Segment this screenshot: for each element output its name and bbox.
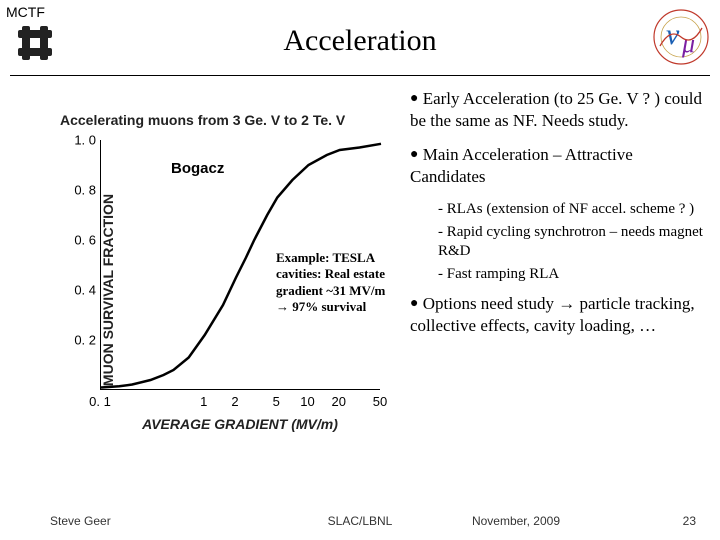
x-tick-label: 5 xyxy=(273,394,280,409)
y-tick-label: 0. 2 xyxy=(66,333,96,348)
x-tick-label: 1 xyxy=(200,394,207,409)
org-label: MCTF xyxy=(6,4,45,20)
bullet-column: ● Early Acceleration (to 25 Ge. V ? ) co… xyxy=(410,88,710,350)
y-tick-label: 0. 8 xyxy=(66,183,96,198)
footer-page: 23 xyxy=(683,514,696,528)
bullet-main-accel: ● Main Acceleration – Attractive Candida… xyxy=(410,144,710,188)
footer-venue: SLAC/LBNL xyxy=(0,514,720,528)
bullet-text: Options need study → particle tracking, … xyxy=(410,294,695,335)
bullet-early-accel: ● Early Acceleration (to 25 Ge. V ? ) co… xyxy=(410,88,710,132)
subbullet-fast-rla: - Fast ramping RLA xyxy=(438,265,710,284)
x-tick-label: 10 xyxy=(300,394,314,409)
x-tick-label: 50 xyxy=(373,394,387,409)
example-annotation: Example: TESLA cavities: Real estate gra… xyxy=(276,250,386,315)
footer-date: November, 2009 xyxy=(472,514,560,528)
slide-title: Acceleration xyxy=(0,24,720,58)
bullet-text: Early Acceleration (to 25 Ge. V ? ) coul… xyxy=(410,89,702,130)
bullet-text: Main Acceleration – Attractive Candidate… xyxy=(410,145,633,186)
y-tick-label: 0. 4 xyxy=(66,283,96,298)
y-tick-label: 1. 0 xyxy=(66,133,96,148)
x-axis-label: AVERAGE GRADIENT (MV/m) xyxy=(100,416,380,432)
x-tick-label: 0. 1 xyxy=(89,394,111,409)
x-tick-label: 2 xyxy=(231,394,238,409)
chart-caption: Accelerating muons from 3 Ge. V to 2 Te.… xyxy=(60,112,345,128)
subbullet-rlas: - RLAs (extension of NF accel. scheme ? … xyxy=(438,200,710,219)
svg-text:μ: μ xyxy=(681,29,695,58)
bullet-options: ● Options need study → particle tracking… xyxy=(410,293,710,337)
slide-header: MCTF Acceleration ν μ xyxy=(0,0,720,75)
x-tick-label: 20 xyxy=(331,394,345,409)
subbullet-rcs: - Rapid cycling synchrotron – needs magn… xyxy=(438,223,710,261)
slide-body: Accelerating muons from 3 Ge. V to 2 Te.… xyxy=(0,80,720,510)
plot-area: Bogacz Example: TESLA cavities: Real est… xyxy=(100,140,380,390)
y-tick-label: 0. 6 xyxy=(66,233,96,248)
header-divider xyxy=(10,75,710,76)
curve-label: Bogacz xyxy=(171,160,224,177)
survival-chart: MUON SURVIVAL FRACTION Bogacz Example: T… xyxy=(60,140,400,440)
slide-footer: Steve Geer SLAC/LBNL November, 2009 23 xyxy=(0,514,720,534)
neutrino-factory-logo-icon: ν μ xyxy=(652,8,710,66)
